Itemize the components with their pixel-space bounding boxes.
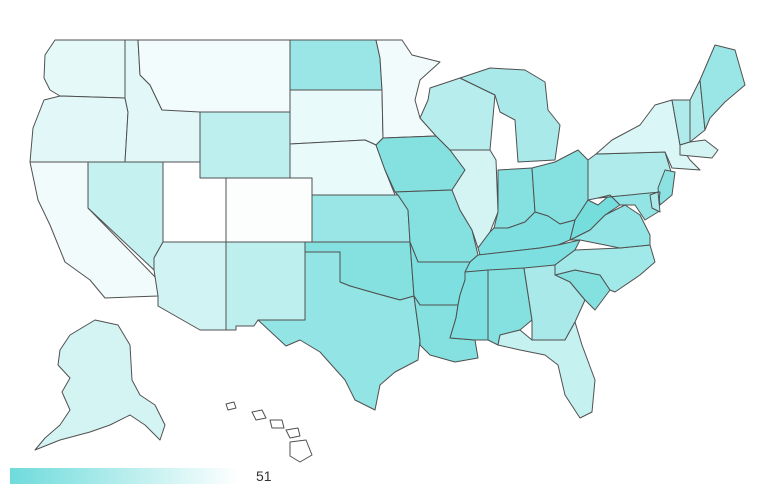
state-de[interactable] <box>649 191 661 213</box>
state-nd[interactable] <box>289 39 383 91</box>
state-ks[interactable] <box>311 194 411 243</box>
state-fl[interactable] <box>497 321 596 419</box>
state-nc[interactable] <box>554 244 656 293</box>
state-me[interactable] <box>699 44 746 131</box>
states-layer <box>29 39 746 463</box>
state-mi[interactable] <box>459 67 561 163</box>
state-wa[interactable] <box>43 39 126 99</box>
state-nj[interactable] <box>657 169 676 206</box>
state-mt[interactable] <box>137 39 291 113</box>
state-wy[interactable] <box>199 111 291 179</box>
state-co[interactable] <box>225 177 313 243</box>
state-mn[interactable] <box>375 39 441 139</box>
state-hi[interactable] <box>225 401 313 463</box>
state-nm[interactable] <box>225 241 313 331</box>
state-or[interactable] <box>29 95 129 163</box>
legend-max-label: 51 <box>256 468 272 484</box>
state-ma[interactable] <box>679 139 719 159</box>
state-sd[interactable] <box>289 89 384 146</box>
state-ak[interactable] <box>34 319 166 451</box>
state-az[interactable] <box>153 241 227 331</box>
state-la[interactable] <box>413 295 479 363</box>
state-md[interactable] <box>597 191 661 221</box>
state-tx[interactable] <box>257 251 421 411</box>
legend-color-bar <box>10 468 240 484</box>
